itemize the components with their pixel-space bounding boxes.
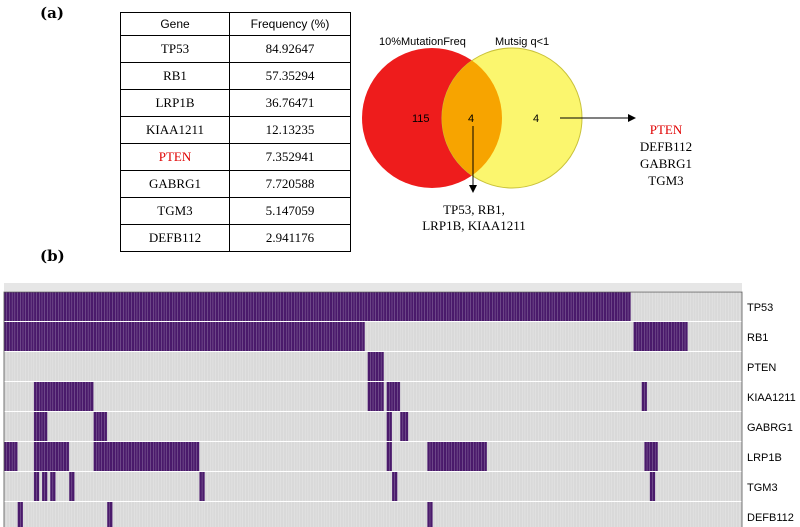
gene-cell: TP53 bbox=[120, 35, 230, 63]
venn-left-label: 10%MutationFreq bbox=[379, 36, 466, 48]
frequency-cell: 84.92647 bbox=[229, 35, 351, 63]
sample-ruler bbox=[4, 283, 742, 291]
heatmap-row-label: LRP1B bbox=[747, 452, 782, 464]
heatmap-row: GABRG1 bbox=[4, 412, 793, 441]
heatmap-row-label: RB1 bbox=[747, 332, 768, 344]
right-gene-item: DEFB112 bbox=[640, 139, 692, 154]
heatmap-mutated-block bbox=[4, 442, 18, 471]
heatmap-mutated-block bbox=[4, 322, 365, 351]
frequency-cell: 5.147059 bbox=[229, 197, 351, 225]
venn-diagram: 10%MutationFreq Mutsig q<1 115 4 4 PTEN D… bbox=[362, 36, 692, 233]
heatmap-mutated-block bbox=[4, 292, 631, 321]
frequency-cell: 12.13235 bbox=[229, 116, 351, 144]
heatmap-mutated-block bbox=[33, 412, 48, 441]
frequency-table: Gene Frequency (%) TP53 84.92647 RB1 57.352… bbox=[120, 12, 351, 252]
frequency-cell: 7.352941 bbox=[229, 143, 351, 171]
venn-left-count: 115 bbox=[412, 113, 430, 125]
heatmap-row-label: TGM3 bbox=[747, 482, 778, 494]
right-gene-item: GABRG1 bbox=[640, 156, 692, 171]
right-gene-list: PTEN DEFB112 GABRG1 TGM3 bbox=[640, 122, 692, 188]
gene-cell: LRP1B bbox=[120, 89, 230, 117]
venn-right-count: 4 bbox=[533, 113, 539, 125]
heatmap-mutated-block bbox=[400, 412, 409, 441]
panel-a-label: (a) bbox=[40, 4, 64, 22]
heatmap-mutated-block bbox=[644, 442, 658, 471]
venn-overlap bbox=[442, 48, 502, 188]
gene-cell: DEFB112 bbox=[120, 224, 230, 252]
table-row: LRP1B 36.76471 bbox=[120, 89, 351, 117]
table-header-row: Gene Frequency (%) bbox=[120, 12, 351, 36]
table-row: TGM3 5.147059 bbox=[120, 197, 351, 225]
heatmap-mutated-block bbox=[93, 412, 108, 441]
heatmap-row-label: DEFB112 bbox=[747, 512, 794, 524]
venn-right-label: Mutsig q<1 bbox=[495, 36, 549, 48]
heatmap-mutated-block bbox=[386, 382, 401, 411]
sample-grid bbox=[3, 292, 743, 527]
overlap-genes-line1: TP53, RB1, bbox=[443, 202, 505, 217]
table-row: TP53 84.92647 bbox=[120, 35, 351, 63]
heatmap-row: RB1 bbox=[4, 322, 768, 351]
frequency-cell: 2.941176 bbox=[229, 224, 351, 252]
frequency-cell: 7.720588 bbox=[229, 170, 351, 198]
heatmap-row-label: TP53 bbox=[747, 302, 773, 314]
overlap-genes-line2: LRP1B, KIAA1211 bbox=[422, 218, 526, 233]
header-gene: Gene bbox=[120, 12, 230, 36]
table-row: RB1 57.35294 bbox=[120, 62, 351, 90]
right-gene-item: TGM3 bbox=[648, 173, 683, 188]
right-gene-item: PTEN bbox=[650, 122, 683, 137]
frequency-cell: 36.76471 bbox=[229, 89, 351, 117]
heatmap-mutated-block bbox=[93, 442, 200, 471]
heatmap-row-label: KIAA1211 bbox=[747, 392, 796, 404]
heatmap-mutated-block bbox=[33, 442, 70, 471]
gene-cell: PTEN bbox=[120, 143, 230, 171]
table-row: DEFB112 2.941176 bbox=[120, 224, 351, 252]
heatmap-row: DEFB112 bbox=[4, 502, 794, 527]
heatmap-row: TGM3 bbox=[4, 472, 778, 501]
heatmap-row-label: PTEN bbox=[747, 362, 776, 374]
heatmap-row-label: GABRG1 bbox=[747, 422, 793, 434]
venn-overlap-count: 4 bbox=[468, 113, 474, 125]
arrow-right-head bbox=[628, 114, 636, 122]
table-row: PTEN 7.352941 bbox=[120, 143, 351, 171]
heatmap-frame bbox=[3, 291, 743, 527]
panel-b-label: (b) bbox=[40, 247, 65, 265]
arrow-down-head bbox=[469, 185, 477, 193]
